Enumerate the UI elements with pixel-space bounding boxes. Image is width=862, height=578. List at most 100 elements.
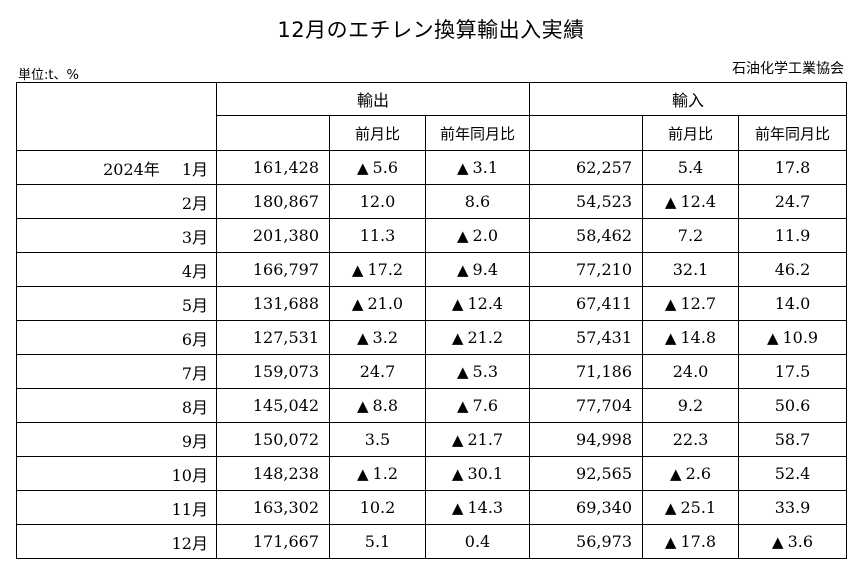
cell-value: 14.8 — [680, 328, 717, 347]
cell-value: 180,867 — [252, 192, 319, 211]
table-row: 2024年 1月 161,428 ▲ 5.6 ▲ 3.1 62,257 5.4 17.8 — [16, 150, 848, 185]
row-month: 8月 — [181, 397, 208, 417]
cell-import: 62,257 — [529, 150, 644, 185]
cell-value: 201,380 — [252, 226, 319, 245]
cell-export-yoy: 0.4 — [424, 524, 531, 559]
cell-value: 3.2 — [372, 328, 398, 347]
cell-import: 94,998 — [529, 422, 644, 457]
cell-export: 131,688 — [216, 286, 330, 321]
header-import-volume — [529, 115, 644, 151]
cell-export-mom: 11.3 — [329, 218, 426, 253]
cell-value: 11.9 — [774, 226, 811, 245]
cell-export-yoy: ▲ 9.4 — [424, 252, 531, 287]
cell-export-mom: 24.7 — [329, 354, 426, 389]
cell-value: 3.6 — [787, 532, 814, 551]
decline-marker: ▲ — [351, 261, 364, 279]
cell-value: 171,667 — [252, 532, 319, 551]
header-import-yoy: 前年同月比 — [738, 115, 848, 151]
row-label: 4月 — [16, 252, 217, 287]
row-label: 9月 — [16, 422, 217, 457]
cell-import: 54,523 — [529, 184, 644, 219]
cell-value: 52.4 — [774, 464, 811, 483]
cell-import-mom: ▲ 14.8 — [642, 320, 740, 355]
cell-value: 5.4 — [677, 158, 704, 177]
cell-value: 71,186 — [576, 362, 633, 381]
decline-marker: ▲ — [451, 431, 464, 449]
cell-import-yoy: 17.5 — [738, 354, 848, 389]
header-export-yoy: 前年同月比 — [424, 115, 531, 151]
cell-import-mom: 7.2 — [642, 218, 740, 253]
table-row: 4月 166,797 ▲ 17.2 ▲ 9.4 77,210 32.1 46.2 — [16, 252, 848, 287]
cell-value: 8.6 — [464, 192, 491, 211]
cell-value: 17.2 — [367, 260, 404, 279]
cell-export-mom: ▲ 8.8 — [329, 388, 426, 423]
cell-value: 77,210 — [576, 260, 633, 279]
cell-value: 159,073 — [252, 362, 319, 381]
cell-export-yoy: ▲ 14.3 — [424, 490, 531, 525]
table-row: 9月 150,072 3.5 ▲ 21.7 94,998 22.3 58.7 — [16, 422, 848, 457]
cell-value: 17.8 — [774, 158, 811, 177]
cell-value: 12.7 — [680, 294, 717, 313]
cell-export-yoy: ▲ 12.4 — [424, 286, 531, 321]
cell-value: 166,797 — [252, 260, 319, 279]
cell-import-yoy: 11.9 — [738, 218, 848, 253]
cell-value: 3.5 — [364, 430, 391, 449]
row-month: 1月 — [181, 159, 208, 179]
cell-export-mom: 5.1 — [329, 524, 426, 559]
decline-marker: ▲ — [451, 295, 464, 313]
row-label: 2024年 1月 — [16, 150, 217, 185]
cell-export: 180,867 — [216, 184, 330, 219]
cell-export-mom: ▲ 5.6 — [329, 150, 426, 185]
cell-import-mom: ▲ 2.6 — [642, 456, 740, 491]
row-label: 2月 — [16, 184, 217, 219]
table-row: 3月 201,380 11.3 ▲ 2.0 58,462 7.2 11.9 — [16, 218, 848, 253]
row-month: 4月 — [181, 261, 208, 281]
header-import-mom: 前月比 — [642, 115, 740, 151]
row-month: 3月 — [181, 227, 208, 247]
cell-value: 33.9 — [774, 498, 811, 517]
decline-marker: ▲ — [457, 261, 469, 279]
cell-value: 12.4 — [680, 192, 717, 211]
decline-marker: ▲ — [451, 499, 464, 517]
cell-export-yoy: ▲ 21.7 — [424, 422, 531, 457]
cell-value: 7.6 — [472, 396, 498, 415]
row-label: 7月 — [16, 354, 217, 389]
decline-marker: ▲ — [664, 533, 677, 551]
cell-export: 166,797 — [216, 252, 330, 287]
cell-value: 24.7 — [774, 192, 811, 211]
cell-export-yoy: ▲ 21.2 — [424, 320, 531, 355]
cell-value: 150,072 — [252, 430, 319, 449]
header-import: 輸入 — [529, 82, 848, 116]
row-label: 12月 — [16, 524, 217, 559]
cell-import-yoy: ▲ 10.9 — [738, 320, 848, 355]
decline-marker: ▲ — [664, 329, 677, 347]
cell-value: 14.0 — [774, 294, 811, 313]
cell-value: 54,523 — [576, 192, 633, 211]
cell-value: 127,531 — [252, 328, 319, 347]
cell-import-mom: 9.2 — [642, 388, 740, 423]
cell-value: 11.3 — [359, 226, 396, 245]
decline-marker: ▲ — [457, 227, 469, 245]
cell-import: 57,431 — [529, 320, 644, 355]
cell-value: 77,704 — [576, 396, 633, 415]
cell-import-yoy: 52.4 — [738, 456, 848, 491]
decline-marker: ▲ — [670, 465, 682, 483]
cell-value: 12.0 — [359, 192, 396, 211]
cell-value: 14.3 — [467, 498, 504, 517]
cell-export: 127,531 — [216, 320, 330, 355]
cell-value: 92,565 — [576, 464, 633, 483]
cell-import-yoy: 17.8 — [738, 150, 848, 185]
cell-value: 30.1 — [467, 464, 504, 483]
cell-export-mom: ▲ 3.2 — [329, 320, 426, 355]
row-year: 2024年 — [103, 159, 160, 179]
row-month: 7月 — [181, 363, 208, 383]
decline-marker: ▲ — [664, 499, 677, 517]
cell-import-yoy: 33.9 — [738, 490, 848, 525]
row-label: 11月 — [16, 490, 217, 525]
decline-marker: ▲ — [451, 465, 464, 483]
cell-value: 9.4 — [472, 260, 498, 279]
cell-export: 148,238 — [216, 456, 330, 491]
cell-import-yoy: 58.7 — [738, 422, 848, 457]
cell-value: 131,688 — [252, 294, 319, 313]
cell-value: 24.0 — [672, 362, 709, 381]
